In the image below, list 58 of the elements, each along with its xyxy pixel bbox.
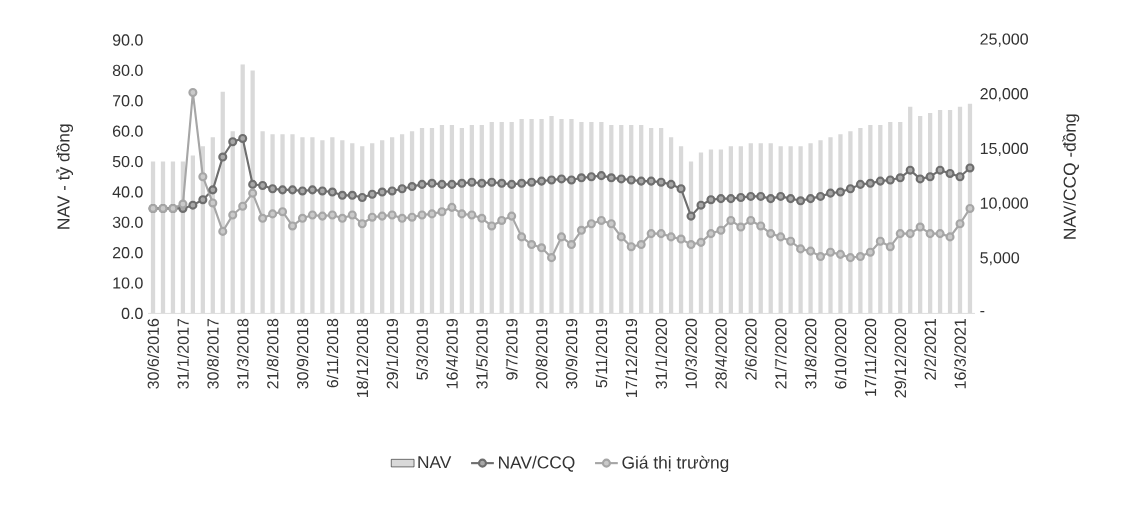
y-tick-label: 60.0 bbox=[113, 125, 143, 137]
y-axis-title: NAV - tỷ đồng bbox=[56, 124, 74, 229]
bar bbox=[569, 118, 574, 314]
legend-label: Giá thị trường bbox=[622, 455, 729, 473]
y2-tick-label: 25,000 bbox=[980, 33, 1028, 47]
legend-label: NAV bbox=[418, 456, 452, 469]
x-tick-label: 18/12/2018 bbox=[356, 318, 369, 397]
x-tick-label: 6/11/2018 bbox=[326, 318, 339, 388]
x-tick-label: 2/6/2020 bbox=[744, 318, 757, 380]
y-tick-label: 50.0 bbox=[112, 155, 143, 168]
legend-label: NAV/CCQ bbox=[499, 455, 575, 472]
y-tick-label: 0.0 bbox=[121, 307, 143, 320]
y-tick-label: 40.0 bbox=[112, 186, 143, 198]
x-tick-label: 31/8/2020 bbox=[804, 318, 817, 389]
bar bbox=[280, 134, 285, 314]
y-tick-label: 90.0 bbox=[112, 34, 143, 46]
y-tick-label: 70.0 bbox=[113, 95, 143, 107]
x-tick-label: 17/12/2019 bbox=[625, 318, 638, 397]
x-tick-label: 31/1/2017 bbox=[177, 318, 189, 389]
x-tick-label: 29/12/2020 bbox=[894, 318, 907, 398]
x-tick-label: 17/11/2020 bbox=[864, 318, 877, 396]
x-tick-label: 30/8/2017 bbox=[206, 318, 219, 389]
x-tick-label: 29/1/2019 bbox=[386, 318, 398, 389]
y-tick-label: 10.0 bbox=[113, 277, 143, 289]
x-tick-label: 16/3/2021 bbox=[954, 318, 966, 389]
y2-tick-label: - bbox=[980, 310, 985, 313]
y-tick-label: 20.0 bbox=[112, 246, 143, 259]
x-tick-label: 21/7/2020 bbox=[774, 318, 787, 389]
x-tick-label: 30/9/2018 bbox=[296, 318, 309, 389]
y2-tick-label: 10,000 bbox=[980, 197, 1028, 211]
x-tick-label: 30/6/2016 bbox=[147, 318, 159, 389]
x-tick-label: 31/5/2019 bbox=[475, 318, 488, 389]
x-tick-label: 5/11/2019 bbox=[595, 318, 608, 388]
x-tick-label: 10/3/2020 bbox=[685, 318, 697, 389]
y2-axis-title: NAV/CCQ -đồng bbox=[1062, 114, 1080, 239]
x-tick-label: 5/3/2019 bbox=[416, 318, 428, 380]
x-tick-label: 16/4/2019 bbox=[446, 318, 458, 389]
x-tick-label: 21/8/2018 bbox=[266, 318, 279, 389]
x-tick-label: 2/2/2021 bbox=[924, 318, 936, 380]
x-tick-label: 28/4/2020 bbox=[715, 318, 727, 389]
y-tick-label: 80.0 bbox=[112, 64, 143, 76]
bar bbox=[559, 118, 564, 314]
y-tick-label: 30.0 bbox=[112, 216, 143, 228]
y2-tick-label: 20,000 bbox=[980, 88, 1028, 102]
bar bbox=[300, 137, 305, 314]
x-tick-label: 20/8/2019 bbox=[535, 318, 548, 389]
x-tick-label: 31/1/2020 bbox=[655, 318, 667, 389]
y2-tick-label: 15,000 bbox=[980, 142, 1028, 156]
bar bbox=[818, 140, 823, 314]
x-tick-label: 9/7/2019 bbox=[505, 318, 518, 380]
x-tick-label: 30/9/2019 bbox=[565, 318, 578, 389]
bar bbox=[320, 140, 325, 314]
x-tick-label: 6/10/2020 bbox=[834, 318, 847, 389]
x-tick-label: 31/3/2018 bbox=[236, 318, 249, 389]
y2-tick-label: 5,000 bbox=[980, 252, 1020, 266]
bar bbox=[290, 134, 295, 314]
bar bbox=[270, 134, 275, 314]
bar bbox=[539, 118, 544, 314]
